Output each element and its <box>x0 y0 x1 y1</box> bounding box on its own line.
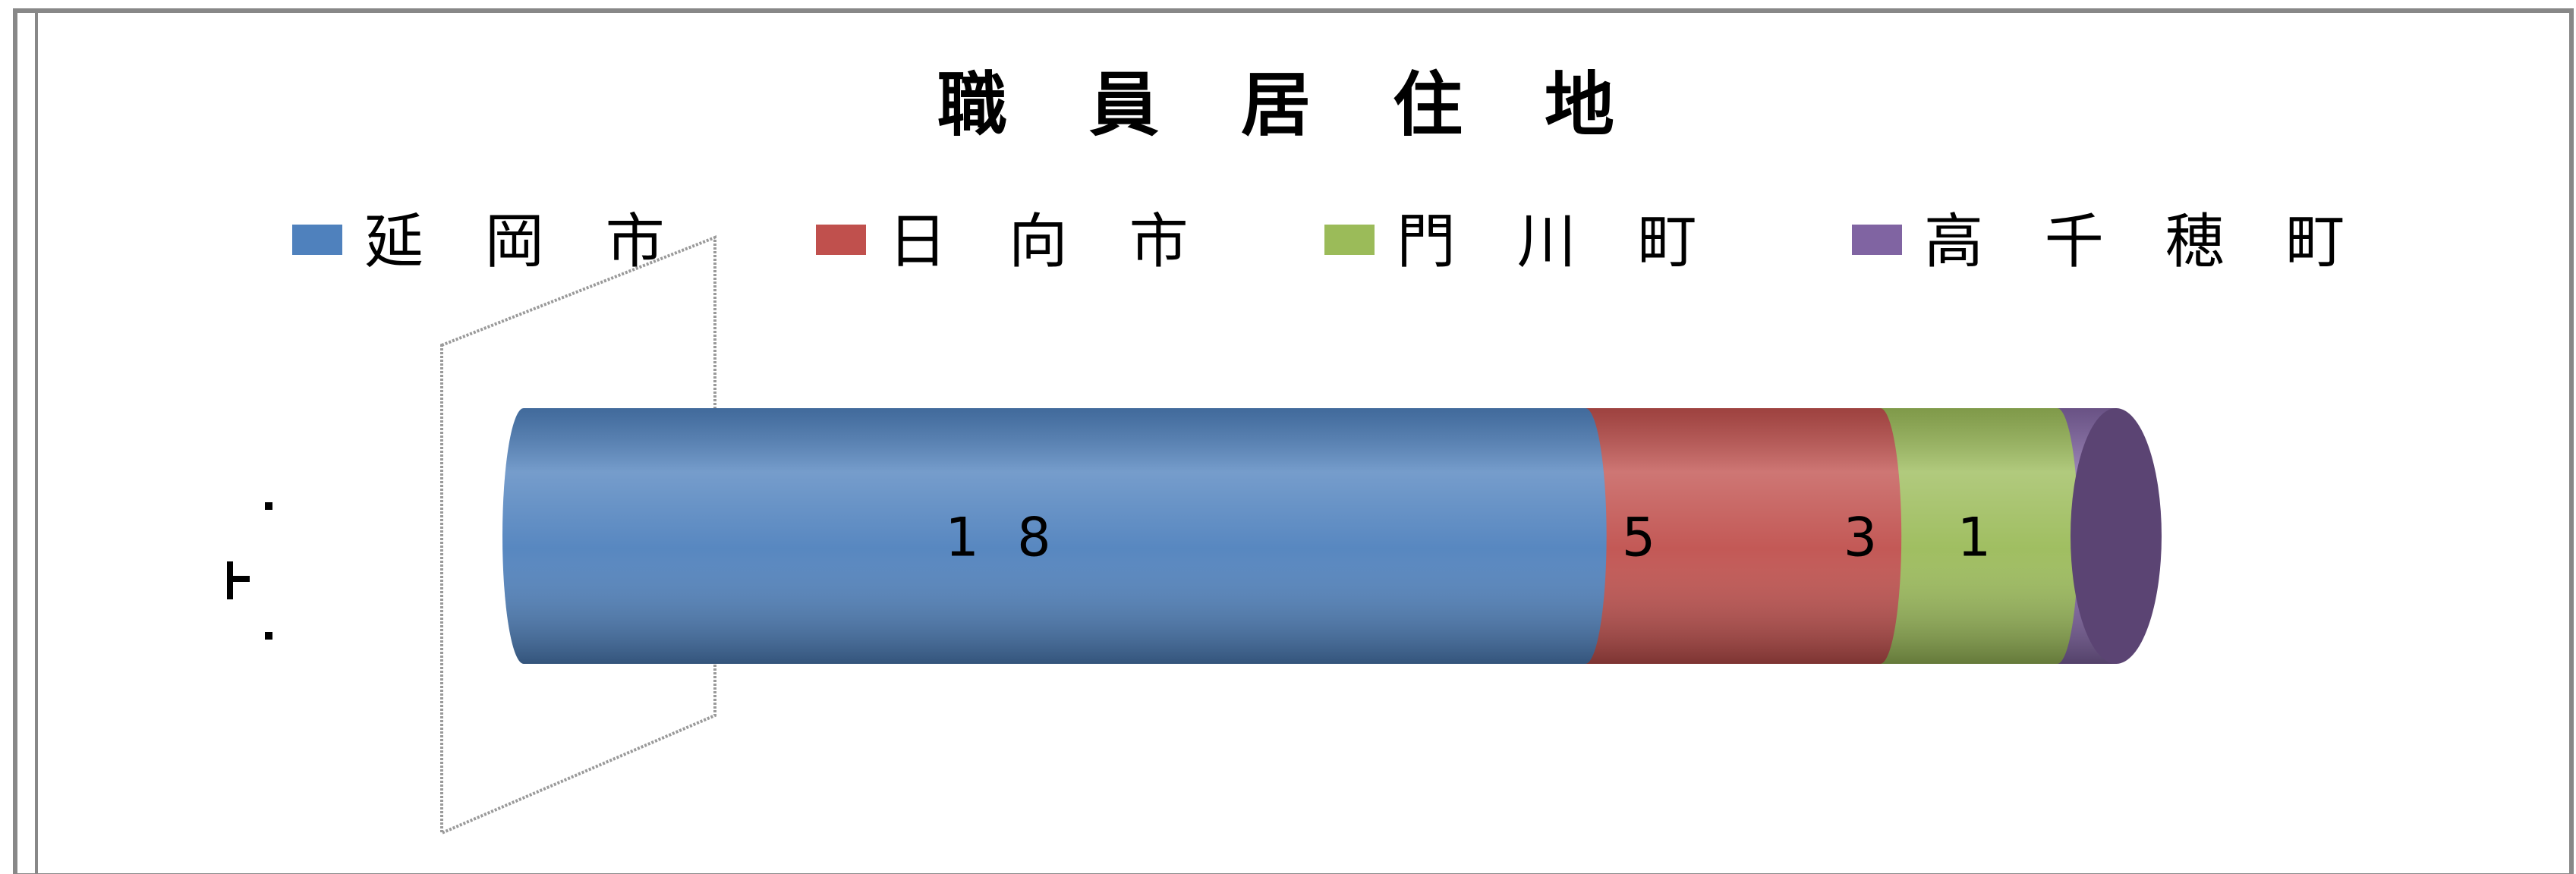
legend-label: 門 川 町 <box>1397 208 1718 276</box>
legend-label: 日 向 市 <box>888 208 1210 276</box>
legend: 延 岡 市日 向 市門 川 町高 千 穂 町 <box>292 208 2366 276</box>
data-labels-group: 1 8 5 3 1 <box>945 507 2002 569</box>
outer-border <box>13 8 2574 874</box>
axis-tick-dot <box>265 502 272 510</box>
data-label: 5 <box>1622 507 1667 569</box>
legend-swatch <box>1324 225 1375 255</box>
bars-group <box>502 408 2162 664</box>
data-label: 1 <box>1957 507 2002 569</box>
legend-swatch <box>1852 225 1902 255</box>
bar-segment-shade <box>1564 408 1902 664</box>
data-label: 1 8 <box>945 507 1061 569</box>
legend-swatch <box>292 225 342 255</box>
axis-tick-mark <box>231 576 250 582</box>
bar-segment-shade <box>1859 408 2079 664</box>
legend-swatch <box>816 225 866 255</box>
axis-tick-dot <box>265 632 272 640</box>
legend-label: 高 千 穂 町 <box>1924 208 2366 276</box>
chart-title: 職 員 居 住 地 <box>937 64 1643 146</box>
bar-end-cap <box>2071 408 2162 664</box>
legend-label: 延 岡 市 <box>364 208 686 276</box>
category-axis <box>227 502 272 640</box>
chart-wall <box>440 235 716 836</box>
axis-tick-line <box>227 561 233 599</box>
data-label: 3 <box>1844 507 1888 569</box>
bar-segment-shade <box>502 408 1607 664</box>
